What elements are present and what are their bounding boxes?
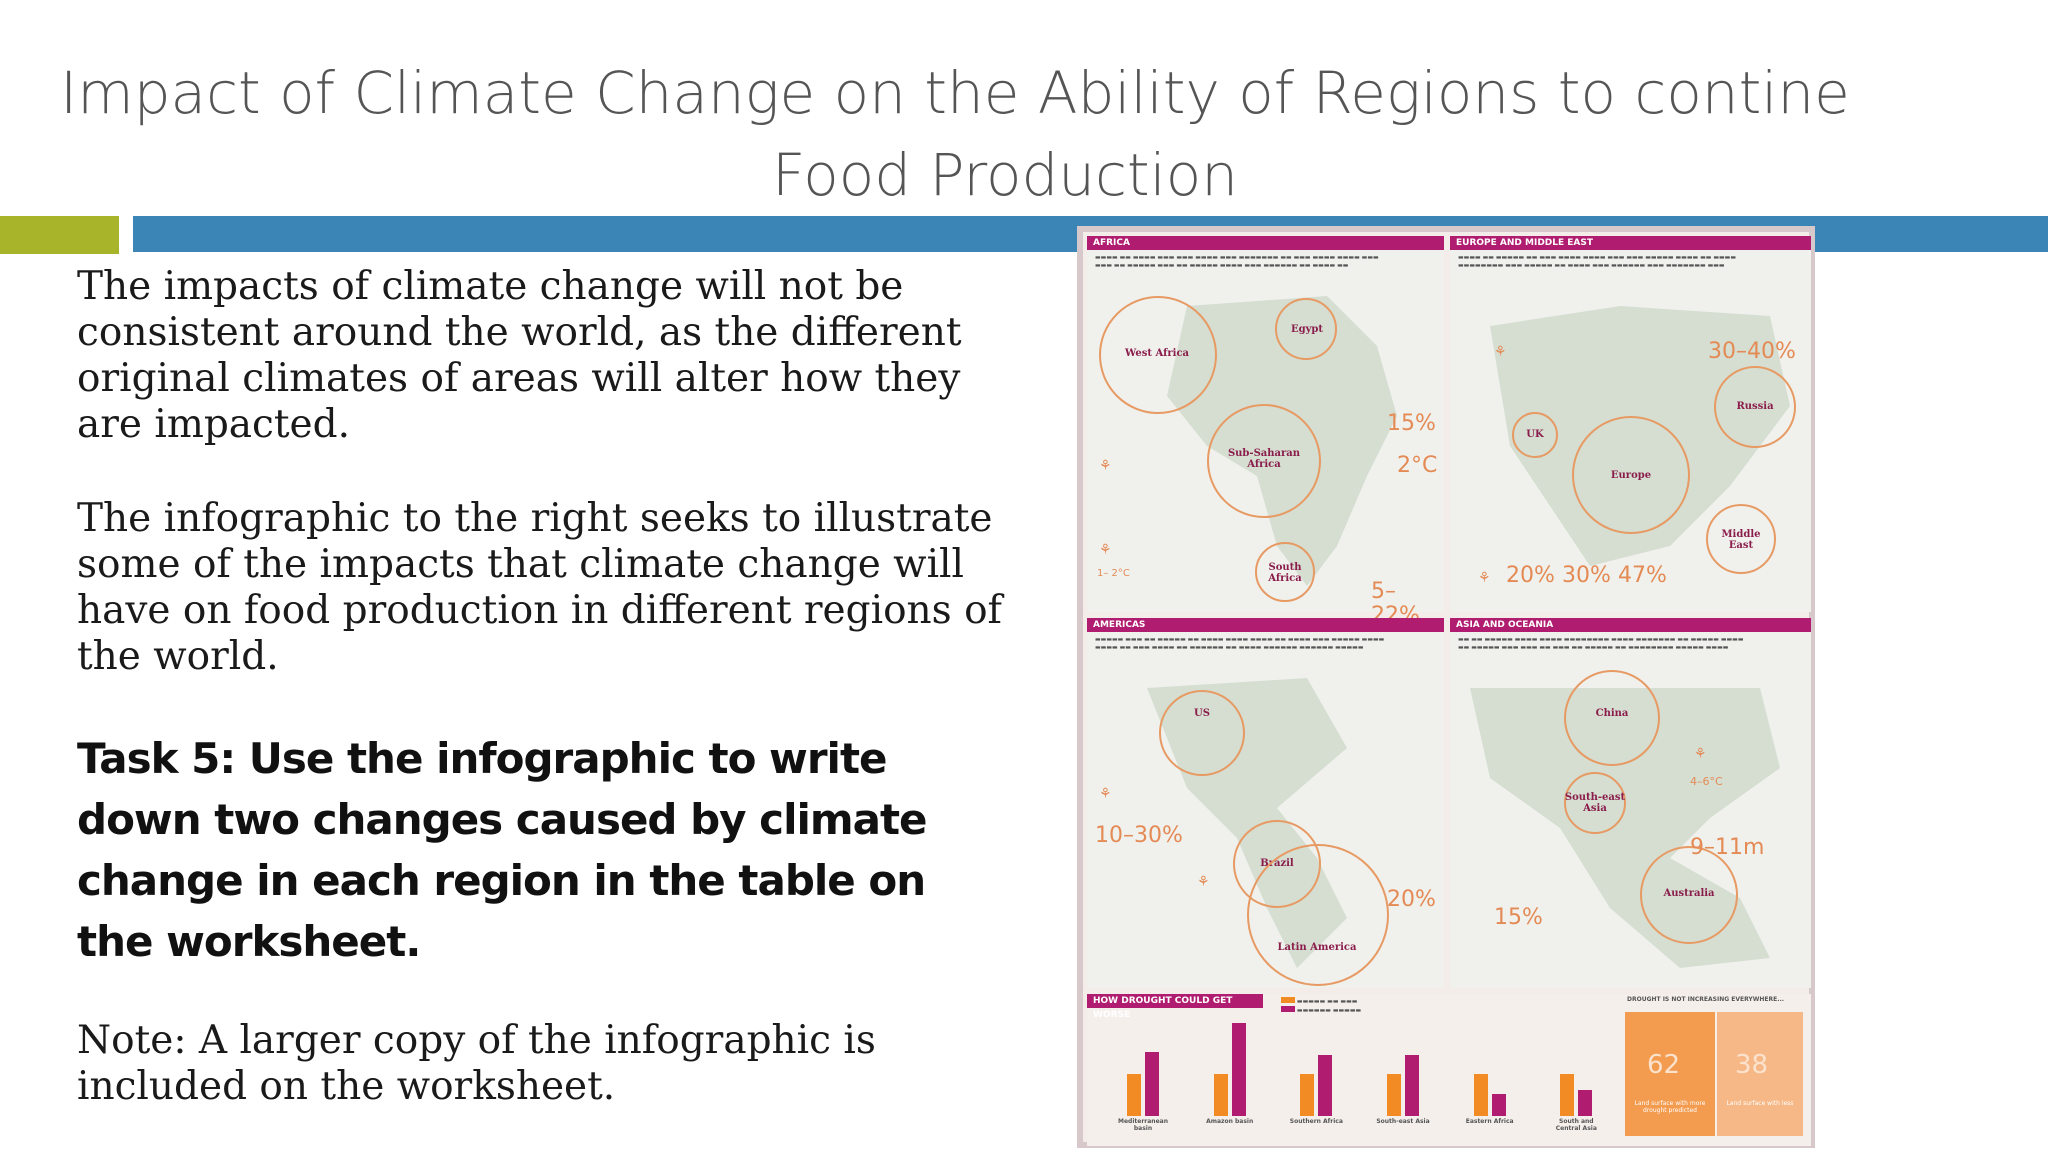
africa-panel: AFRICA ▬▬▬▬ ▬▬ ▬▬▬▬ ▬▬▬ ▬▬▬ ▬▬▬▬ ▬▬▬ ▬▬▬… <box>1087 236 1444 628</box>
americas-panel: AMERICAS ▬▬▬▬▬ ▬▬▬ ▬▬ ▬▬▬▬▬ ▬▬ ▬▬▬▬ ▬▬▬▬… <box>1087 618 1444 988</box>
drought-category-labels: Mediterranean basin Amazon basin Southern … <box>1107 1118 1627 1136</box>
drought-bar-current <box>1127 1074 1141 1116</box>
drought-less-label: Land surface with less <box>1726 1100 1794 1107</box>
us-circle <box>1159 690 1245 776</box>
slide-title-line1: Impact of Climate Change on the Ability … <box>60 59 1850 127</box>
west-africa-label: West Africa <box>1124 348 1190 359</box>
asia-header: ASIA AND OCEANIA <box>1450 618 1811 632</box>
drought-panel: HOW DROUGHT COULD GET WORSE ▬▬▬▬▬ ▬▬ ▬▬▬… <box>1087 994 1811 1146</box>
middle-east-label: Middle East <box>1721 529 1761 551</box>
asia-intro-text: ▬▬ ▬▬ ▬▬▬▬▬ ▬▬▬▬ ▬▬▬▬ ▬▬▬▬▬▬▬▬ ▬▬▬▬ ▬▬▬▬… <box>1458 636 1744 651</box>
drought-category-label: Eastern Africa <box>1465 1118 1514 1125</box>
accent-bar-green <box>0 216 119 254</box>
americas-stat-brazil: 20% <box>1387 887 1436 912</box>
americas-stat-california: 10–30% <box>1095 823 1183 848</box>
africa-stat-warming: 1– 2°C <box>1097 568 1130 579</box>
europe-circle <box>1572 416 1690 534</box>
drought-bar-current <box>1387 1074 1401 1116</box>
wheat-icon: ⚘ <box>1099 458 1112 474</box>
drought-less-block: 38 Land surface with less <box>1717 1012 1803 1136</box>
drought-bar-current <box>1300 1074 1315 1116</box>
drought-bar-warmer <box>1231 1023 1246 1116</box>
slide-title: Impact of Climate Change on the Ability … <box>40 52 1930 216</box>
drought-side-header: DROUGHT IS NOT INCREASING EVERYWHERE... <box>1627 996 1785 1003</box>
europe-stat-3: 47% <box>1618 563 1667 588</box>
drought-bar-warmer <box>1145 1052 1159 1116</box>
task-instruction: Task 5: Use the infographic to write dow… <box>77 734 928 966</box>
drought-legend: ▬▬▬▬▬ ▬▬ ▬▬▬ ▬▬▬▬▬▬ ▬▬▬▬▬ <box>1281 997 1401 1015</box>
wheat-icon: ⚘ <box>1694 746 1707 762</box>
drought-bar-current <box>1213 1074 1228 1116</box>
west-africa-circle <box>1099 296 1217 414</box>
africa-stat-temp: 2°C <box>1397 453 1438 478</box>
egypt-circle <box>1275 298 1337 360</box>
asia-stat-people: 9–11m <box>1690 835 1765 860</box>
australia-stat: 15% <box>1494 905 1543 930</box>
drought-bar-warmer <box>1491 1093 1506 1116</box>
drought-header: HOW DROUGHT COULD GET WORSE <box>1087 994 1263 1020</box>
south-east-asia-circle <box>1564 772 1626 834</box>
wheat-icon: ⚘ <box>1494 344 1507 360</box>
drought-less-value: 38 <box>1735 1050 1769 1080</box>
infographic-description: The infographic to the right seeks to il… <box>77 496 1002 679</box>
south-east-asia-label: South-east Asia <box>1564 792 1626 814</box>
china-label: China <box>1595 708 1629 719</box>
russia-stat: 30–40% <box>1708 339 1796 364</box>
asia-stat-temp: 4–6°C <box>1690 775 1723 788</box>
intro-paragraph: The impacts of climate change will not b… <box>77 264 962 447</box>
wheat-icon: ⚘ <box>1099 542 1112 558</box>
drought-category-label: Amazon basin <box>1206 1118 1254 1125</box>
americas-intro-text: ▬▬▬▬▬ ▬▬▬ ▬▬ ▬▬▬▬▬ ▬▬ ▬▬▬▬ ▬▬▬▬ ▬▬▬▬ ▬▬ … <box>1095 636 1385 651</box>
drought-bar-current <box>1473 1074 1488 1116</box>
drought-bar-warmer <box>1578 1090 1593 1116</box>
africa-header: AFRICA <box>1087 236 1444 250</box>
south-africa-circle <box>1255 542 1315 602</box>
latin-america-label: Latin America <box>1277 942 1357 953</box>
australia-circle <box>1640 846 1738 944</box>
russia-label: Russia <box>1736 401 1774 412</box>
africa-intro-text: ▬▬▬▬ ▬▬ ▬▬▬▬ ▬▬▬ ▬▬▬ ▬▬▬▬ ▬▬▬ ▬▬▬▬▬▬▬ ▬▬… <box>1095 254 1379 269</box>
europe-label: Europe <box>1610 470 1652 481</box>
latin-america-circle <box>1247 844 1389 986</box>
middle-east-circle <box>1706 504 1776 574</box>
drought-bar-current <box>1560 1074 1575 1116</box>
drought-more-label: Land surface with more drought predicted <box>1634 1100 1706 1114</box>
drought-more-value: 62 <box>1647 1050 1681 1080</box>
drought-category-label: Mediterranean basin <box>1118 1118 1168 1132</box>
south-africa-label: South Africa <box>1268 562 1302 584</box>
wheat-icon: ⚘ <box>1197 874 1210 890</box>
europe-stat-2: 30% <box>1562 563 1611 588</box>
uk-label: UK <box>1526 429 1544 440</box>
russia-circle <box>1714 366 1796 448</box>
slide-title-line2: Food Production <box>771 141 1239 209</box>
wheat-icon: ⚘ <box>1478 570 1491 586</box>
drought-bar-chart <box>1107 1018 1627 1116</box>
asia-panel: ASIA AND OCEANIA ▬▬ ▬▬ ▬▬▬▬▬ ▬▬▬▬ ▬▬▬▬ ▬… <box>1450 618 1811 988</box>
china-circle <box>1564 670 1660 766</box>
drought-more-block: 62 Land surface with more drought predic… <box>1625 1012 1715 1136</box>
europe-header: EUROPE AND MIDDLE EAST <box>1450 236 1811 250</box>
drought-category-label: Southern Africa <box>1289 1118 1343 1125</box>
europe-intro-text: ▬▬▬▬ ▬▬ ▬▬▬▬▬ ▬▬ ▬▬▬ ▬▬▬▬ ▬▬▬▬ ▬▬▬ ▬▬▬ ▬… <box>1458 254 1736 269</box>
us-label: US <box>1194 708 1210 719</box>
climate-infographic: AFRICA ▬▬▬▬ ▬▬ ▬▬▬▬ ▬▬▬ ▬▬▬ ▬▬▬▬ ▬▬▬ ▬▬▬… <box>1077 226 1815 1148</box>
drought-bar-warmer <box>1318 1055 1333 1116</box>
drought-bar-warmer <box>1405 1055 1419 1116</box>
sub-saharan-label: Sub-Saharan Africa <box>1227 448 1301 470</box>
egypt-label: Egypt <box>1290 324 1324 335</box>
europe-stat-1: 20% <box>1506 563 1555 588</box>
australia-label: Australia <box>1663 888 1715 899</box>
africa-stat-egypt: 15% <box>1387 411 1436 436</box>
sub-saharan-circle <box>1207 404 1321 518</box>
americas-header: AMERICAS <box>1087 618 1444 632</box>
note-text: Note: A larger copy of the infographic i… <box>77 1018 876 1109</box>
europe-panel: EUROPE AND MIDDLE EAST ▬▬▬▬ ▬▬ ▬▬▬▬▬ ▬▬ … <box>1450 236 1811 612</box>
drought-category-label: South and Central Asia <box>1555 1118 1597 1132</box>
drought-category-label: South-east Asia <box>1376 1118 1430 1125</box>
wheat-icon: ⚘ <box>1099 786 1112 802</box>
uk-circle <box>1512 412 1558 458</box>
